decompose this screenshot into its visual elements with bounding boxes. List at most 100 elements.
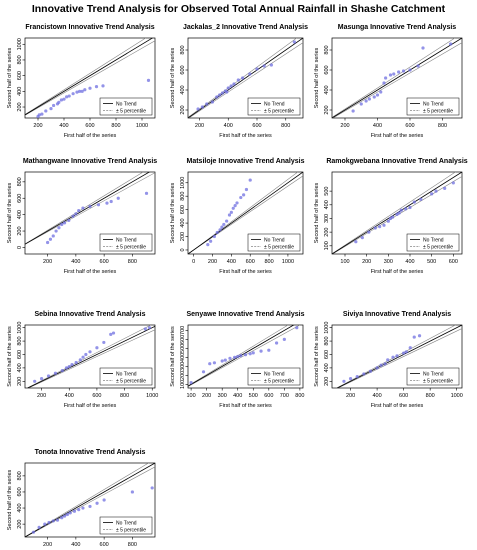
x-tick-label: 800: [295, 393, 304, 399]
data-point: [62, 97, 66, 101]
y-axis-label: Second half of the series: [7, 47, 13, 108]
y-tick-label: 500: [324, 187, 330, 196]
data-point: [401, 69, 406, 73]
x-tick-label: 200: [202, 393, 211, 399]
data-point: [102, 498, 106, 502]
data-point: [274, 341, 279, 345]
no-trend-line: [25, 38, 154, 116]
plot-frame: [187, 37, 304, 119]
data-point: [434, 189, 438, 193]
data-point: [233, 355, 237, 359]
data-point: [348, 377, 353, 381]
y-tick-label: 200: [17, 377, 23, 386]
x-tick-label: 800: [281, 123, 290, 129]
upper-5-percentile-line: [25, 38, 147, 115]
data-point: [196, 107, 200, 111]
x-axis-label: First half of the series: [64, 133, 117, 139]
data-point: [147, 326, 152, 330]
x-tick-label: 600: [246, 259, 255, 265]
data-point: [43, 522, 47, 526]
data-point: [421, 46, 425, 50]
data-point: [248, 72, 252, 76]
y-tick-label: 400: [17, 503, 23, 512]
lower-5-percentile-line: [188, 42, 303, 118]
data-point: [57, 226, 61, 230]
y-axis-label: Second half of the series: [170, 326, 176, 387]
data-point: [218, 228, 222, 232]
y-tick-label: 400: [324, 363, 330, 372]
y-tick-label: 600: [180, 335, 186, 344]
data-point: [201, 370, 206, 374]
data-point: [383, 362, 387, 366]
data-point: [205, 102, 209, 106]
lower-5-percentile-line: [25, 172, 155, 245]
data-point: [248, 352, 252, 356]
chart-title: Matsiloje Innovative Trend Analysis: [187, 158, 305, 165]
data-point: [57, 100, 61, 104]
data-point: [449, 42, 453, 46]
plot-frame: [331, 37, 463, 119]
x-axis-label: First half of the series: [371, 403, 424, 409]
y-tick-label: 300: [180, 362, 186, 371]
figure-title: Innovative Trend Analysis for Observed T…: [31, 3, 446, 15]
data-point: [255, 67, 259, 71]
data-point: [88, 204, 92, 209]
data-point: [37, 113, 41, 117]
legend-no-trend-label: No Trend: [264, 238, 285, 244]
legend-percentile-label: ± 5 percentile: [264, 245, 294, 251]
legend-no-trend-label: No Trend: [264, 372, 285, 378]
y-tick-label: 300: [324, 214, 330, 223]
data-point: [33, 379, 37, 383]
no-trend-line: [188, 325, 295, 387]
chart-panel: Sebina Innovative Trend Analysis 200 400 60…: [7, 311, 158, 409]
x-tick-label: 400: [227, 259, 236, 265]
data-point: [392, 72, 396, 76]
data-point: [47, 520, 51, 525]
data-point: [362, 372, 366, 376]
data-point: [412, 335, 416, 339]
data-point: [248, 178, 252, 182]
data-point: [402, 351, 406, 355]
data-point: [225, 90, 229, 94]
data-point: [395, 354, 399, 358]
data-point: [367, 230, 371, 234]
data-point: [81, 355, 85, 359]
data-point: [189, 381, 193, 385]
data-point: [51, 519, 55, 523]
data-point: [239, 354, 243, 358]
plot-frame: [331, 171, 463, 255]
data-point: [228, 356, 232, 360]
x-tick-label: 400: [233, 393, 242, 399]
y-tick-label: 600: [17, 71, 23, 80]
x-tick-label: 400: [59, 123, 68, 129]
plot-frame: [331, 324, 463, 389]
data-point: [62, 514, 67, 518]
data-point: [397, 211, 401, 215]
x-tick-label: 800: [264, 259, 273, 265]
x-tick-label: 200: [340, 123, 349, 129]
chart-title: Masunga Innovative Trend Analysis: [338, 24, 456, 31]
data-point: [382, 223, 386, 227]
lower-5-percentile-line: [25, 40, 155, 116]
data-point: [46, 374, 51, 378]
lower-5-percentile-line: [25, 466, 155, 537]
data-point: [391, 215, 395, 219]
data-point: [262, 64, 266, 68]
y-axis-label: Second half of the series: [314, 326, 320, 387]
y-tick-label: 200: [324, 105, 330, 114]
no-trend-line: [25, 463, 155, 537]
x-axis-label: First half of the series: [371, 133, 424, 139]
legend-no-trend-label: No Trend: [423, 238, 444, 244]
data-point: [144, 191, 149, 195]
data-point: [208, 362, 212, 366]
data-point: [391, 355, 395, 359]
y-tick-label: 600: [17, 194, 23, 203]
x-tick-label: 500: [249, 393, 258, 399]
data-point: [60, 222, 64, 227]
y-tick-label: 600: [324, 65, 330, 74]
trend-lines: [25, 463, 155, 537]
plot-frame: [24, 171, 156, 255]
data-point: [220, 91, 225, 95]
y-tick-label: 400: [17, 363, 23, 372]
